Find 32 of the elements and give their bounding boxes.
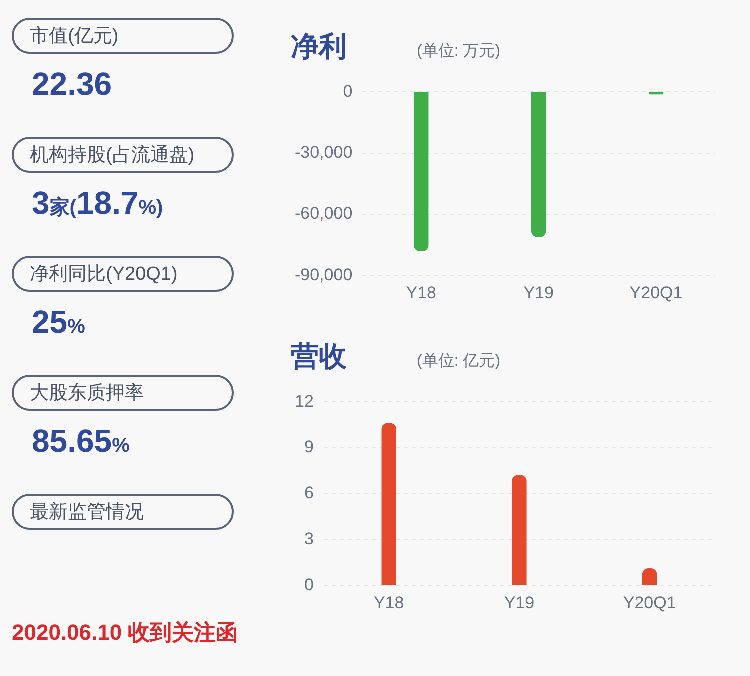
x-tick-label: Y18 — [406, 283, 437, 302]
text: 2020.06.10 收到关注函 — [12, 619, 238, 647]
label-frame: 大股东质押率 — [12, 375, 234, 411]
text: 3家(18.7%) — [32, 185, 164, 221]
bar — [642, 568, 658, 586]
x-tick-label: Y19 — [524, 283, 554, 302]
y-tick-label: 0 — [343, 82, 353, 101]
y-tick-label: -30,000 — [294, 143, 353, 162]
y-tick-label: 6 — [304, 484, 314, 503]
y-tick-label: -90,000 — [294, 265, 353, 284]
chart-subtitle: (单位: 亿元) — [417, 352, 501, 372]
label-frame: 市值(亿元) — [12, 18, 234, 54]
y-tick-label: 3 — [304, 529, 314, 548]
y-tick-label: -60,000 — [294, 204, 353, 224]
text: 85.65% — [32, 423, 130, 459]
x-tick-label: Y20Q1 — [630, 283, 683, 302]
chart-subtitle: (单位: 万元) — [417, 42, 501, 62]
y-tick-label: 9 — [304, 438, 314, 457]
y-tick-label: 12 — [294, 392, 314, 411]
y-tick-label: 0 — [304, 575, 314, 594]
label-frame: 最新监管情况 — [12, 494, 234, 530]
chart-title: 营收 — [291, 340, 347, 374]
label-frame: 机构持股(占流通盘) — [12, 137, 234, 173]
x-tick-label: Y20Q1 — [623, 593, 676, 612]
bar — [512, 475, 527, 586]
label-frame: 净利同比(Y20Q1) — [12, 256, 234, 292]
chart-title: 净利 — [291, 30, 347, 64]
x-tick-label: Y19 — [504, 593, 535, 612]
x-tick-label: Y18 — [374, 593, 404, 612]
bar — [382, 423, 396, 586]
text: 22.36 — [32, 66, 112, 102]
text: 25% — [32, 304, 86, 340]
